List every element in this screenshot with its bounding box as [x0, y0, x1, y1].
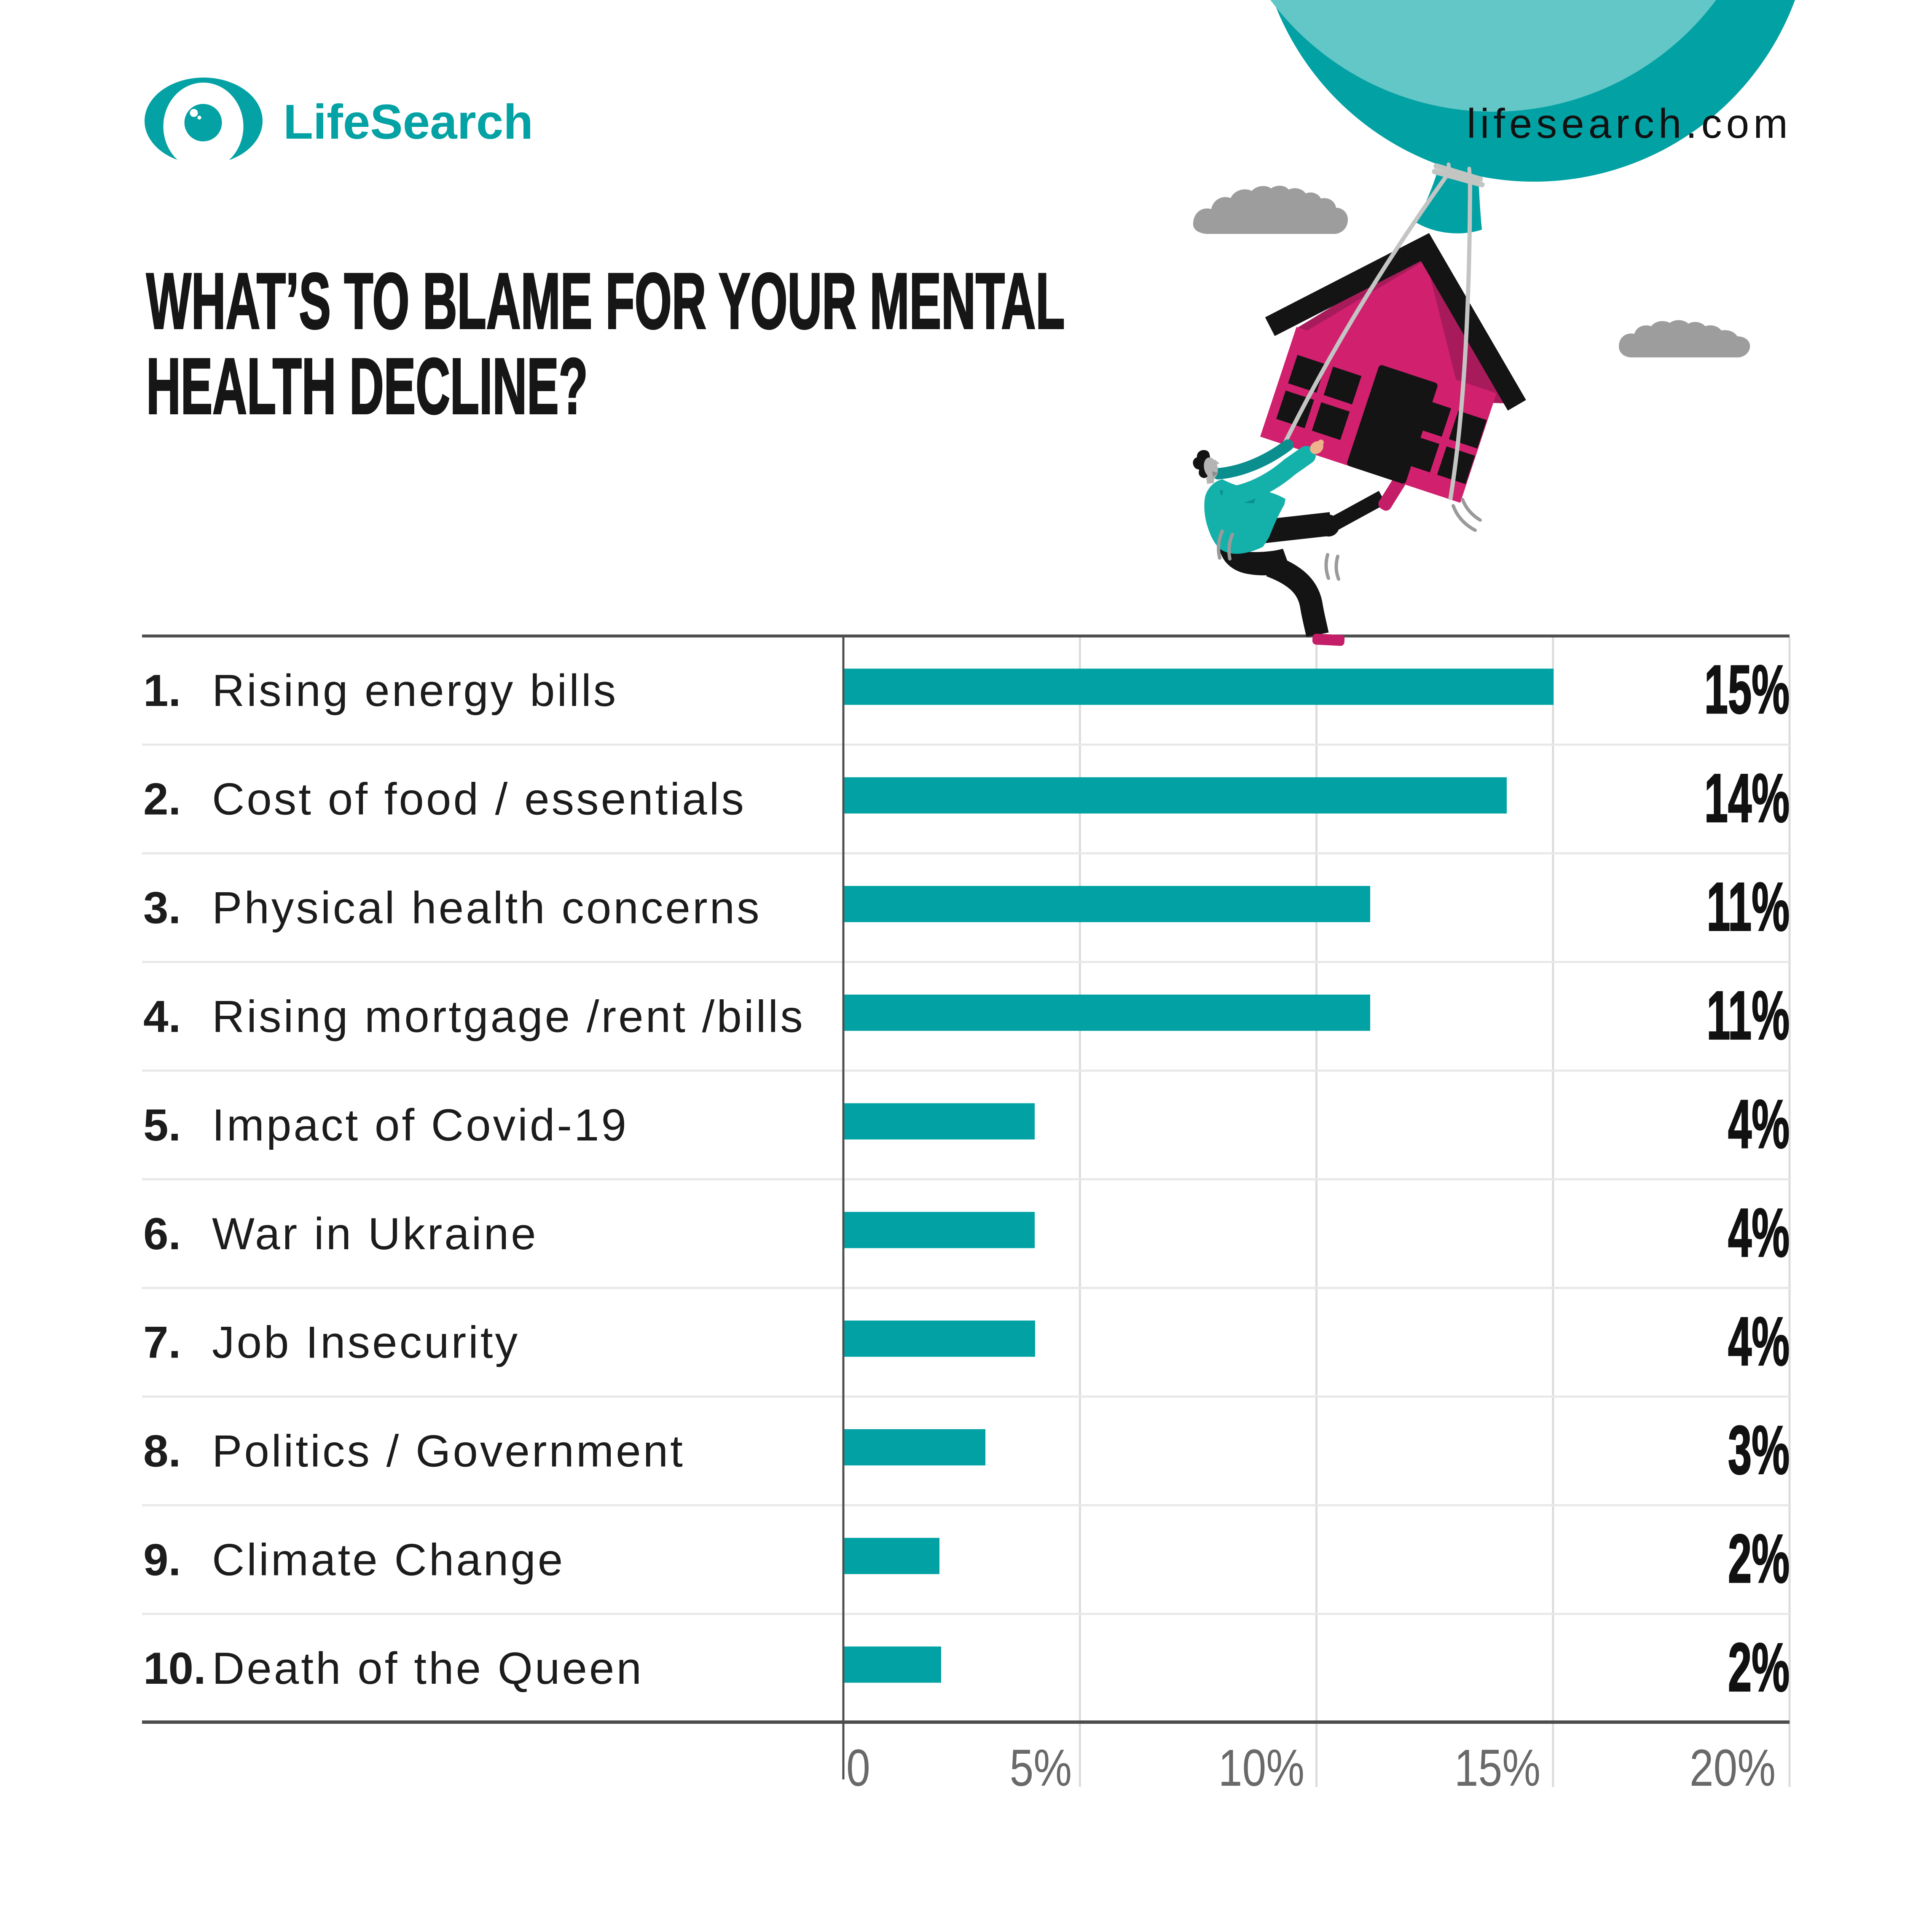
svg-text:Rising mortgage /rent /bills: Rising mortgage /rent /bills: [212, 991, 805, 1041]
svg-text:Job Insecurity: Job Insecurity: [212, 1317, 520, 1368]
svg-text:Climate Change: Climate Change: [212, 1534, 565, 1585]
svg-text:4%: 4%: [1728, 1085, 1790, 1162]
svg-text:4.: 4.: [143, 991, 181, 1041]
svg-text:5%: 5%: [1009, 1739, 1072, 1797]
svg-text:6.: 6.: [143, 1208, 181, 1259]
svg-text:War in Ukraine: War in Ukraine: [212, 1208, 538, 1259]
svg-text:8.: 8.: [143, 1426, 181, 1476]
svg-text:3%: 3%: [1728, 1411, 1790, 1489]
svg-text:11%: 11%: [1707, 868, 1790, 945]
svg-text:lifesearch.com: lifesearch.com: [1467, 100, 1792, 147]
svg-text:0: 0: [846, 1739, 870, 1797]
svg-text:15%: 15%: [1454, 1739, 1540, 1797]
svg-text:10.: 10.: [143, 1643, 206, 1693]
svg-text:Rising energy bills: Rising energy bills: [212, 665, 618, 716]
svg-text:10%: 10%: [1218, 1739, 1304, 1797]
svg-text:4%: 4%: [1728, 1303, 1790, 1380]
svg-text:2.: 2.: [143, 774, 181, 824]
svg-text:WHAT’S TO BLAME FOR YOUR MENTA: WHAT’S TO BLAME FOR YOUR MENTAL: [146, 257, 1065, 345]
svg-text:15%: 15%: [1704, 651, 1790, 728]
svg-text:11%: 11%: [1707, 977, 1790, 1054]
svg-text:9.: 9.: [143, 1534, 181, 1585]
svg-text:2%: 2%: [1728, 1520, 1790, 1597]
svg-text:Cost of food / essentials: Cost of food / essentials: [212, 774, 746, 824]
svg-text:Politics / Government: Politics / Government: [212, 1426, 685, 1476]
svg-text:5.: 5.: [143, 1100, 181, 1150]
svg-text:4%: 4%: [1728, 1194, 1790, 1271]
svg-text:Impact of Covid-19: Impact of Covid-19: [212, 1100, 628, 1150]
svg-text:7.: 7.: [143, 1317, 181, 1368]
svg-text:1.: 1.: [143, 665, 181, 716]
svg-text:14%: 14%: [1704, 759, 1790, 837]
svg-text:3.: 3.: [143, 883, 181, 933]
svg-text:LifeSearch: LifeSearch: [283, 94, 533, 149]
svg-text:20%: 20%: [1690, 1739, 1776, 1797]
svg-text:HEALTH DECLINE?: HEALTH DECLINE?: [146, 342, 588, 430]
svg-text:Physical health concerns: Physical health concerns: [212, 883, 762, 933]
svg-text:Death of the Queen: Death of the Queen: [212, 1643, 644, 1693]
svg-text:2%: 2%: [1728, 1629, 1790, 1706]
